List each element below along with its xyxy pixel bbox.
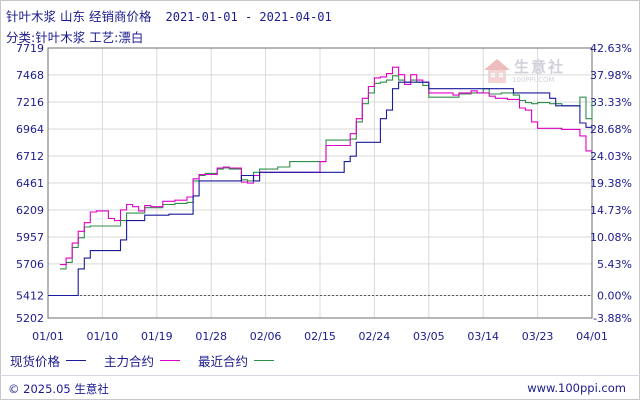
y-tick-label-left: 5202 — [16, 312, 44, 325]
y-tick-label-left: 7468 — [16, 69, 44, 82]
y-tick-label-right: -3.88% — [593, 312, 632, 325]
x-tick-label: 03/14 — [467, 330, 499, 343]
footer: © 2025.05 生意社 www.100ppi.com — [0, 375, 640, 401]
legend-main-swatch — [160, 360, 181, 361]
x-tick-label: 02/24 — [359, 330, 391, 343]
legend-latest-label: 最近合约 — [198, 354, 249, 369]
y-tick-label-right: 28.68% — [590, 123, 632, 136]
x-tick-label: 03/05 — [413, 330, 445, 343]
x-tick-label: 01/10 — [87, 330, 119, 343]
x-tick-label: 02/06 — [250, 330, 282, 343]
x-tick-label: 02/15 — [304, 330, 336, 343]
y-tick-label-right: 5.43% — [597, 258, 632, 271]
y-tick-label-right: 42.63% — [590, 42, 632, 55]
chart-subtitle: 分类:针叶木浆 工艺:漂白 — [6, 30, 144, 45]
y-tick-label-left: 6461 — [16, 177, 44, 190]
x-tick-label: 01/19 — [141, 330, 173, 343]
x-tick-label: 03/23 — [522, 330, 554, 343]
y-tick-label-left: 7719 — [16, 42, 44, 55]
legend: 现货价格 主力合约 最近合约 — [10, 351, 292, 370]
y-tick-label-left: 6964 — [16, 123, 44, 136]
series-line-spot — [48, 81, 593, 297]
title-product: 针叶木浆 — [6, 9, 57, 24]
y-tick-label-left: 5957 — [16, 231, 44, 244]
y-tick-label-left: 5412 — [16, 289, 44, 302]
chart-title: 针叶木浆 山东 经销商价格 2021-01-01 - 2021-04-01 — [6, 6, 332, 25]
series-line-main — [60, 66, 592, 266]
legend-item-latest: 最近合约 — [198, 351, 275, 370]
series-line-latest — [60, 75, 593, 270]
x-tick-label: 01/01 — [32, 330, 64, 343]
y-tick-label-right: 0.00% — [597, 289, 632, 302]
title-date-range: 2021-01-01 - 2021-04-01 — [165, 10, 332, 24]
footer-copyright: © 2025.05 生意社 — [8, 382, 109, 396]
watermark-url: 100PPI.COM — [512, 76, 555, 84]
legend-spot-label: 现货价格 — [10, 354, 61, 369]
legend-item-spot: 现货价格 — [10, 351, 87, 370]
y-tick-label-right: 19.38% — [590, 177, 632, 190]
y-tick-label-right: 14.73% — [590, 204, 632, 217]
x-tick-label: 04/01 — [576, 330, 608, 343]
watermark-name: 生意社 — [514, 58, 566, 76]
legend-item-main: 主力合约 — [104, 351, 181, 370]
y-tick-label-right: 37.98% — [590, 69, 632, 82]
legend-main-label: 主力合约 — [104, 354, 155, 369]
y-tick-label-left: 5706 — [16, 258, 44, 271]
y-tick-label-right: 10.08% — [590, 231, 632, 244]
legend-spot-swatch — [66, 360, 87, 361]
footer-site-link[interactable]: www.100ppi.com — [527, 381, 626, 395]
y-tick-label-left: 7216 — [16, 96, 44, 109]
y-tick-label-right: 33.33% — [590, 96, 632, 109]
title-price-type: 经销商价格 — [89, 9, 152, 24]
legend-latest-swatch — [254, 360, 275, 361]
y-tick-label-left: 6209 — [16, 204, 44, 217]
y-tick-label-right: 24.03% — [590, 150, 632, 163]
x-tick-label: 01/28 — [195, 330, 227, 343]
y-tick-label-left: 6712 — [16, 150, 44, 163]
plot-border — [47, 47, 593, 319]
title-region: 山东 — [60, 9, 86, 24]
